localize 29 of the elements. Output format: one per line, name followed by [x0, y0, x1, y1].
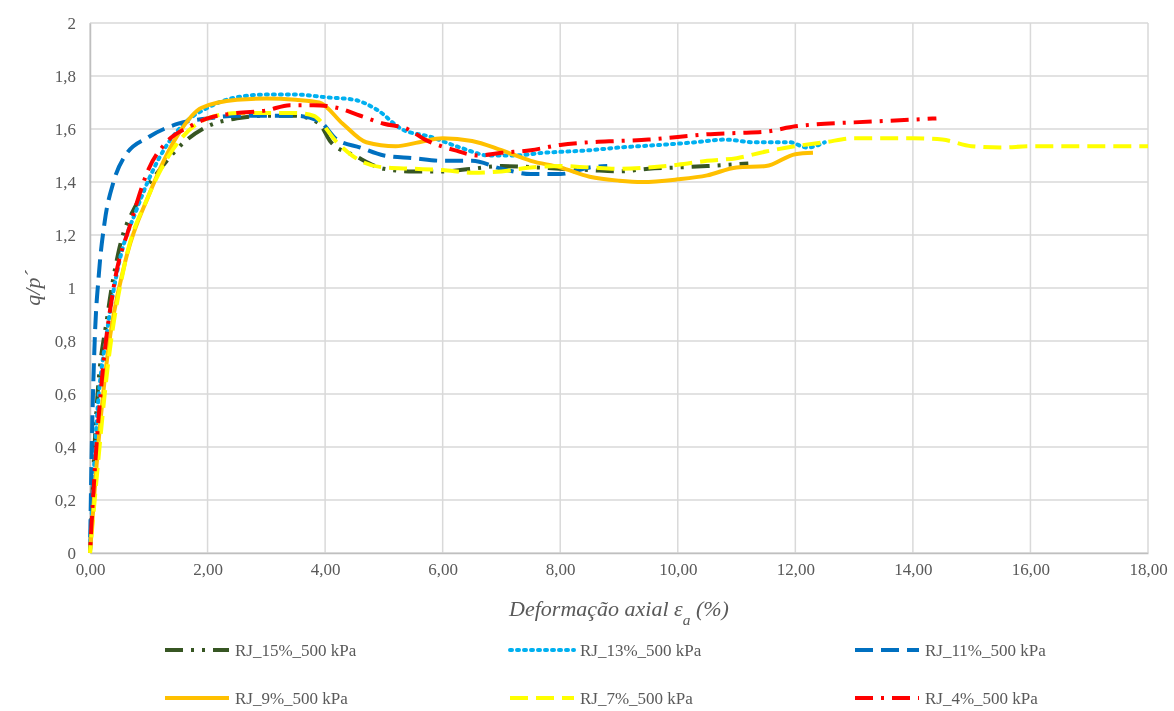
y-tick-label: 1,8 — [54, 66, 76, 86]
y-tick-label: 2 — [67, 13, 76, 33]
y-tick-label: 0,4 — [54, 437, 77, 457]
y-tick-label: 0,6 — [54, 384, 76, 404]
x-tick-label: 10,00 — [659, 560, 698, 580]
x-axis-title: Deformação axial ε$_{a}$ (%) — [508, 596, 729, 628]
x-tick-label: 0,00 — [75, 560, 106, 580]
x-tick-label: 14,00 — [894, 560, 933, 580]
x-tick-label: 16,00 — [1011, 560, 1051, 580]
y-tick-label: 0,8 — [54, 331, 76, 351]
legend-label: RJ_13%_500 kPa — [580, 641, 702, 660]
legend-label: RJ_9%_500 kPa — [235, 689, 349, 708]
legend-label: RJ_4%_500 kPa — [925, 689, 1039, 708]
legend-label: RJ_15%_500 kPa — [235, 641, 357, 660]
x-tick-label: 8,00 — [545, 560, 576, 580]
y-tick-label: 1 — [67, 278, 76, 298]
y-tick-label: 1,6 — [54, 119, 76, 139]
x-tick-label: 12,00 — [776, 560, 815, 580]
y-axis-title: q/p´ — [20, 269, 45, 306]
x-tick-label: 4,00 — [310, 560, 341, 580]
legend-label: RJ_11%_500 kPa — [925, 641, 1047, 660]
x-tick-label: 6,00 — [428, 560, 459, 580]
legend-label: RJ_7%_500 kPa — [580, 689, 694, 708]
y-tick-label: 0 — [67, 543, 76, 563]
y-tick-label: 0,2 — [54, 490, 76, 510]
x-tick-label: 18,00 — [1129, 560, 1168, 580]
y-tick-label: 1,2 — [54, 225, 76, 245]
y-tick-label: 1,4 — [54, 172, 77, 192]
x-tick-label: 2,00 — [193, 560, 223, 580]
